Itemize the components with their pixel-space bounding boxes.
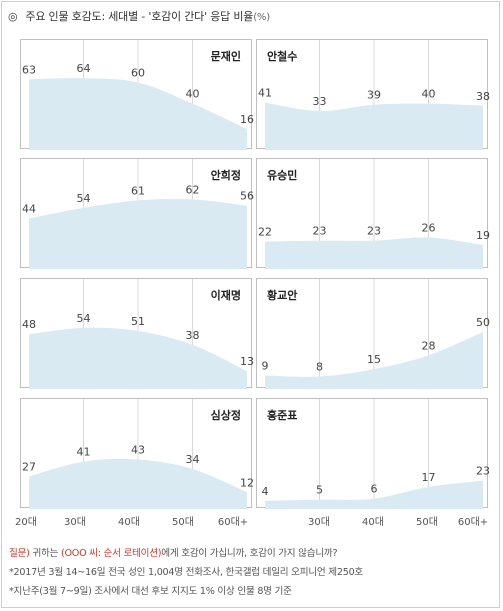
data-label: 23 bbox=[313, 225, 327, 238]
x-tick-label: 30대 bbox=[308, 517, 330, 528]
data-label: 15 bbox=[367, 353, 381, 366]
data-label: 16 bbox=[240, 113, 254, 126]
data-label: 54 bbox=[77, 312, 91, 325]
data-label: 12 bbox=[240, 476, 254, 489]
panel-5: 이재명 48 54 51 38 13 bbox=[20, 278, 254, 389]
panel-8: 홍준표 4 5 6 17 23 bbox=[256, 398, 490, 509]
data-label: 63 bbox=[22, 63, 36, 76]
panel-3: 안희정 44 54 61 62 56 bbox=[20, 158, 254, 269]
data-label: 40 bbox=[422, 88, 436, 101]
data-label: 50 bbox=[476, 316, 490, 329]
panel-title: 안철수 bbox=[267, 50, 298, 63]
criteria-note: *지난주(3월 7~9일) 조사에서 대선 후보 지지도 1% 이상 인물 8명… bbox=[9, 586, 292, 597]
data-label: 19 bbox=[476, 229, 490, 242]
data-label: 62 bbox=[186, 183, 200, 196]
data-label: 64 bbox=[77, 62, 91, 75]
data-label: 22 bbox=[258, 226, 272, 239]
data-label: 4 bbox=[262, 485, 269, 498]
x-tick-label: 60대+ bbox=[217, 517, 249, 528]
data-label: 9 bbox=[262, 359, 269, 372]
x-tick-label: 60대+ bbox=[457, 517, 489, 528]
data-label: 60 bbox=[131, 66, 145, 79]
x-tick-label: 30대 bbox=[64, 517, 86, 528]
series-area bbox=[265, 237, 483, 269]
data-label: 26 bbox=[422, 221, 436, 234]
panel-4: 유승민 22 23 23 26 19 bbox=[256, 158, 490, 269]
series-area bbox=[29, 198, 247, 269]
data-label: 48 bbox=[22, 318, 36, 331]
data-label: 33 bbox=[313, 95, 327, 108]
data-label: 23 bbox=[367, 225, 381, 238]
x-tick-label: 40대 bbox=[118, 517, 140, 528]
data-label: 41 bbox=[258, 87, 272, 100]
data-label: 40 bbox=[186, 88, 200, 101]
series-area bbox=[29, 458, 247, 509]
panel-title: 문재인 bbox=[210, 50, 241, 63]
panel-plot: 22 23 23 26 19 bbox=[258, 159, 490, 269]
series-area bbox=[265, 480, 483, 509]
footnotes: 질문) 귀하는 (OOO 씨: 순서 로테이션)에게 호감이 가십니까, 호감이… bbox=[9, 544, 363, 601]
data-label: 56 bbox=[240, 190, 254, 203]
panel-plot: 63 64 60 40 16 bbox=[22, 40, 254, 150]
panel-plot: 48 54 51 38 13 bbox=[22, 279, 254, 389]
x-tick-label: 20대 bbox=[15, 517, 37, 528]
panel-2: 안철수 41 33 39 40 38 bbox=[256, 39, 490, 150]
data-label: 27 bbox=[22, 460, 36, 473]
panel-title: 유승민 bbox=[267, 169, 298, 182]
data-label: 41 bbox=[77, 446, 91, 459]
question-label: 질문) bbox=[9, 548, 30, 559]
data-label: 34 bbox=[186, 453, 200, 466]
series-area bbox=[265, 332, 483, 389]
panel-plot: 4 5 6 17 23 bbox=[262, 399, 490, 509]
title-unit: (%) bbox=[253, 12, 270, 23]
data-label: 38 bbox=[476, 90, 490, 103]
panel-7: 심상정 27 41 43 34 12 bbox=[20, 398, 254, 509]
data-label: 51 bbox=[131, 315, 145, 328]
panel-plot: 27 41 43 34 12 bbox=[22, 399, 254, 509]
question-highlight: (OOO 씨: 순서 로테이션) bbox=[60, 548, 162, 559]
panel-plot: 44 54 61 62 56 bbox=[22, 159, 254, 269]
series-area bbox=[265, 102, 483, 150]
panel-title: 심상정 bbox=[210, 409, 241, 422]
data-label: 28 bbox=[422, 339, 436, 352]
panel-title: 이재명 bbox=[210, 289, 241, 302]
x-tick-label: 50대 bbox=[172, 517, 194, 528]
series-area bbox=[29, 327, 247, 389]
panel-title: 홍준표 bbox=[267, 409, 298, 422]
x-tick-label: 40대 bbox=[362, 517, 384, 528]
data-label: 38 bbox=[186, 329, 200, 342]
data-label: 17 bbox=[422, 471, 436, 484]
data-label: 43 bbox=[131, 443, 145, 456]
data-label: 54 bbox=[77, 192, 91, 205]
panel-title: 황교안 bbox=[267, 289, 298, 302]
data-label: 61 bbox=[131, 184, 145, 197]
data-label: 39 bbox=[367, 89, 381, 102]
series-area bbox=[29, 78, 247, 150]
title-text: 주요 인물 호감도: 세대별 - '호감이 간다' 응답 비율 bbox=[25, 10, 254, 23]
panel-plot: 41 33 39 40 38 bbox=[258, 40, 490, 150]
title-symbol: ◎ bbox=[8, 10, 18, 23]
data-label: 13 bbox=[240, 355, 254, 368]
data-label: 6 bbox=[371, 483, 378, 496]
data-label: 23 bbox=[476, 465, 490, 478]
x-tick-label: 50대 bbox=[416, 517, 438, 528]
data-label: 5 bbox=[316, 484, 323, 497]
question-note: 질문) 귀하는 (OOO 씨: 순서 로테이션)에게 호감이 가십니까, 호감이… bbox=[9, 544, 363, 563]
panel-title: 안희정 bbox=[210, 169, 241, 182]
survey-note: *2017년 3월 14~16일 전국 성인 1,004명 전화조사, 한국갤럽… bbox=[9, 567, 363, 578]
panel-plot: 9 8 15 28 50 bbox=[262, 279, 490, 389]
panel-6: 황교안 9 8 15 28 50 bbox=[256, 278, 490, 389]
data-label: 8 bbox=[316, 361, 323, 374]
chart-title: ◎ 주요 인물 호감도: 세대별 - '호감이 간다' 응답 비율(%) bbox=[8, 8, 270, 24]
question-post: 에게 호감이 가십니까, 호감이 가지 않습니까? bbox=[161, 548, 338, 559]
data-label: 44 bbox=[22, 202, 36, 215]
panel-1: 문재인 63 64 60 40 16 bbox=[20, 39, 254, 150]
question-pre: 귀하는 bbox=[29, 548, 61, 559]
